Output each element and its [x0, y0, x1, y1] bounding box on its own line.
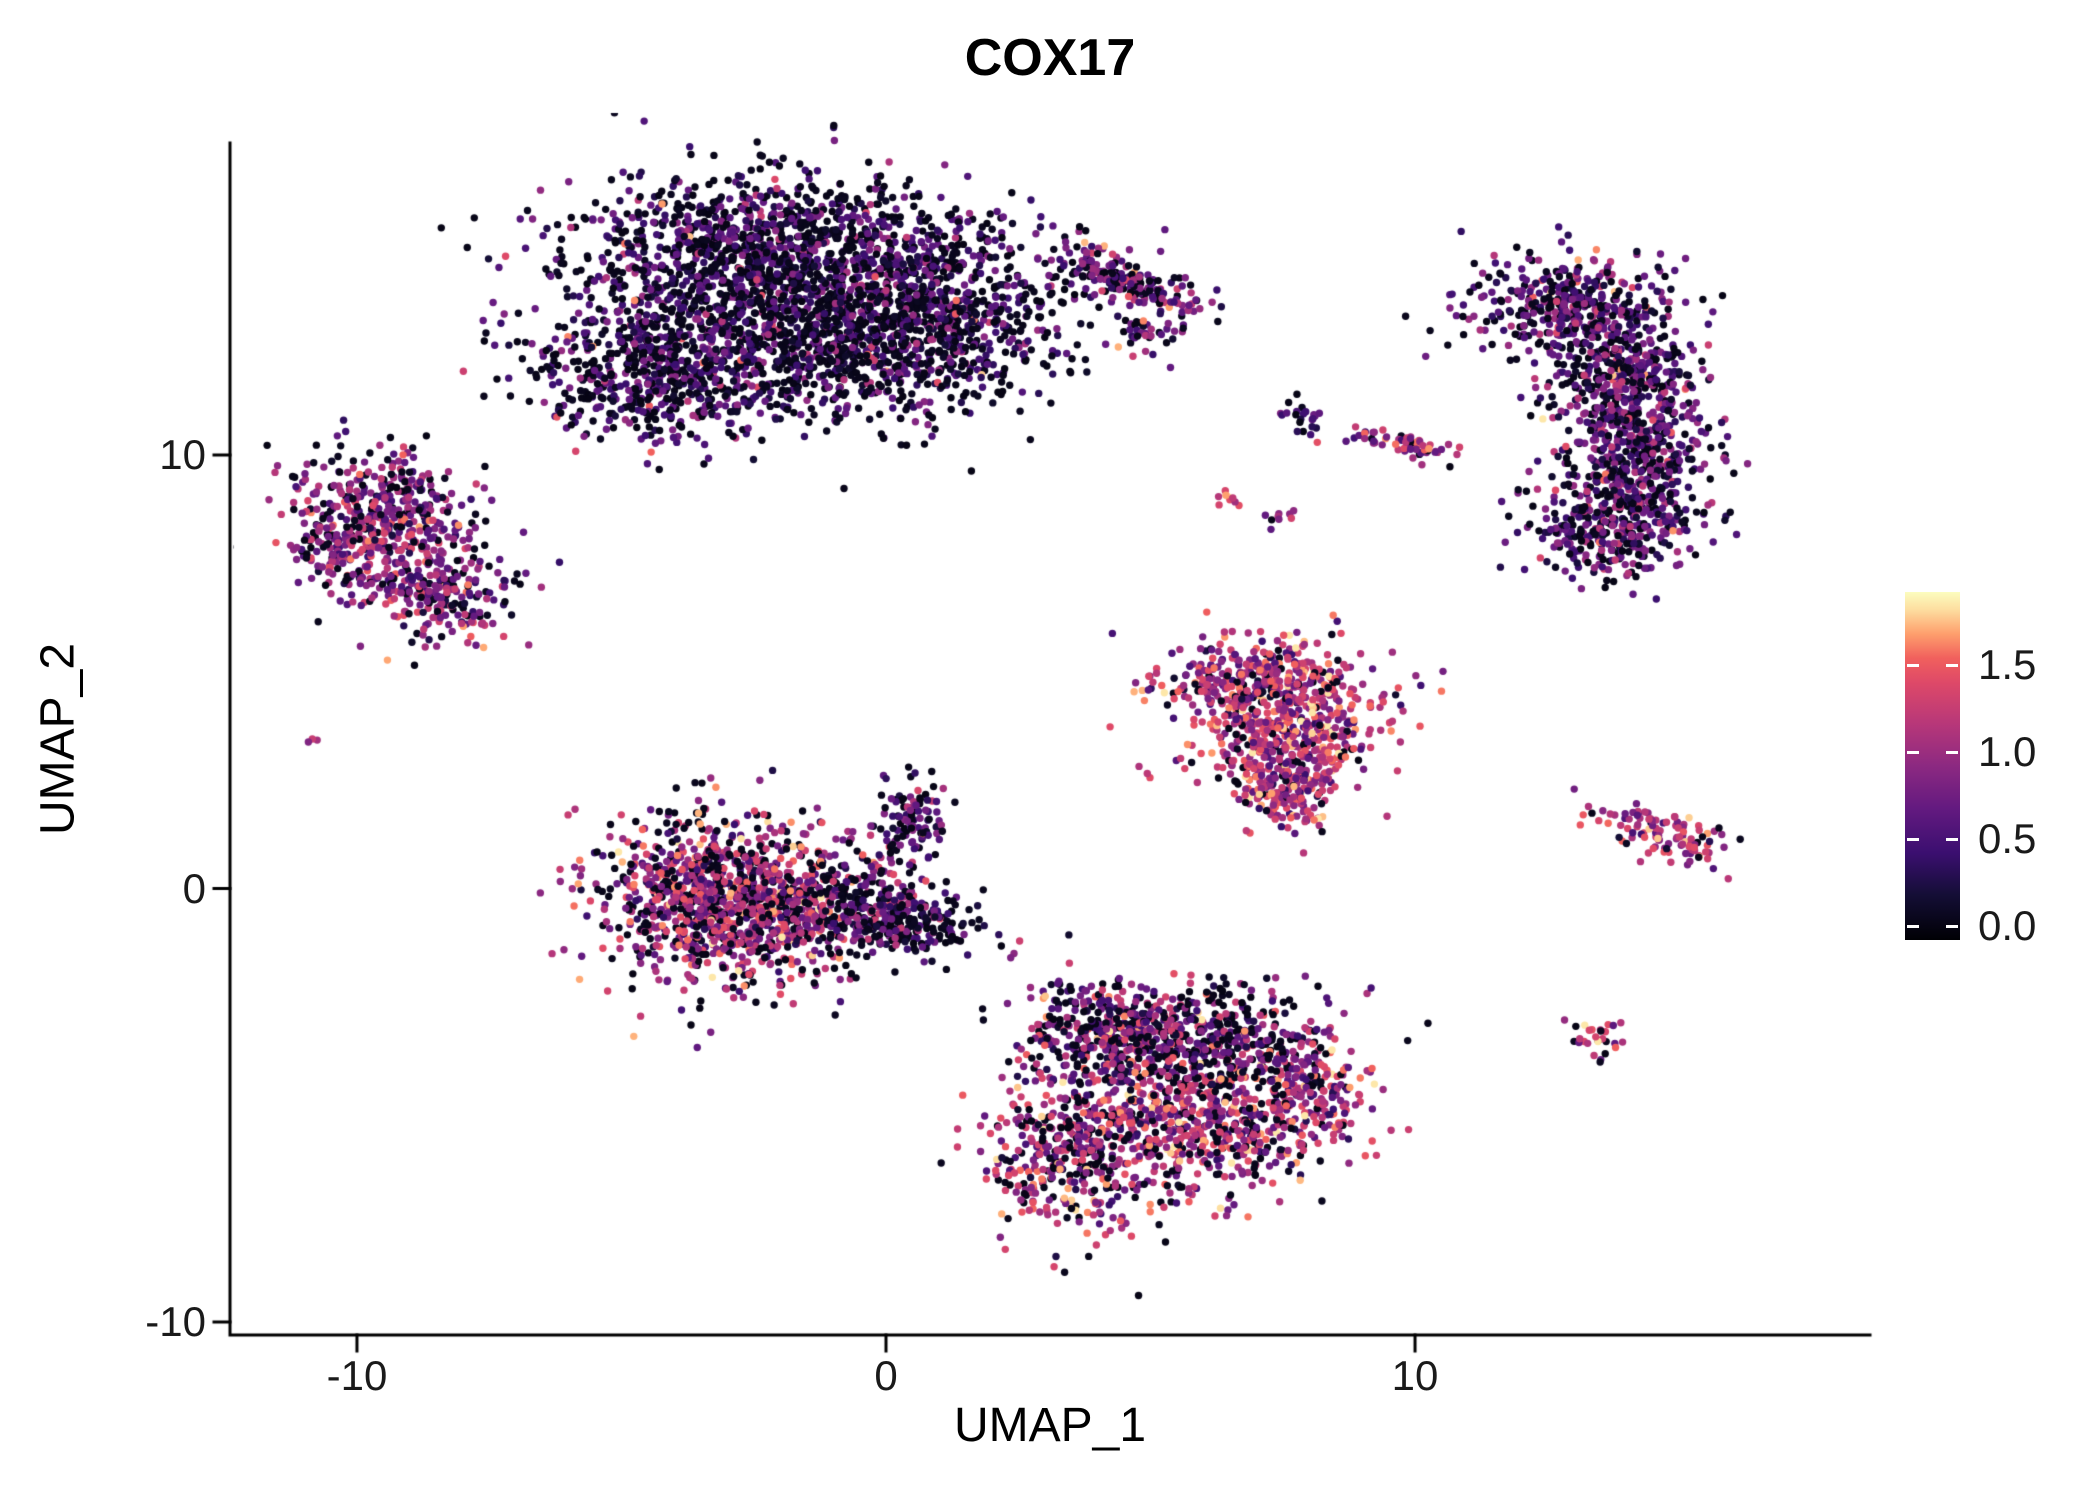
y-tick-label: 0: [182, 864, 206, 912]
colorbar-tick: [1907, 750, 1919, 754]
expression-colorbar: 0.0 0.5 1.0 1.5: [1905, 592, 2036, 949]
colorbar-tick: [1907, 924, 1919, 928]
y-axis-title: UMAP_2: [31, 642, 85, 836]
x-tick-label: 0: [874, 1352, 898, 1399]
y-tick-label: -10: [145, 1297, 206, 1345]
colorbar-tick-label: 1.5: [1978, 641, 2037, 689]
colorbar-tick: [1946, 837, 1958, 841]
x-axis-title: UMAP_1: [953, 1399, 1147, 1452]
colorbar-tick: [1946, 663, 1958, 667]
colorbar-tick: [1946, 924, 1958, 928]
colorbar-tick-label: 1.0: [1978, 728, 2037, 776]
x-tick-label: 10: [1391, 1352, 1439, 1399]
colorbar-tick: [1907, 837, 1919, 841]
colorbar-tick: [1907, 663, 1919, 667]
colorbar-tick: [1946, 750, 1958, 754]
y-tick-label: 10: [159, 431, 206, 479]
x-tick-label: -10: [326, 1352, 388, 1399]
colorbar-tick-label: 0.5: [1978, 815, 2037, 863]
chart-title: COX17: [964, 29, 1136, 87]
colorbar-tick-label: 0.0: [1978, 902, 2037, 950]
colorbar-gradient: [1905, 592, 1960, 940]
